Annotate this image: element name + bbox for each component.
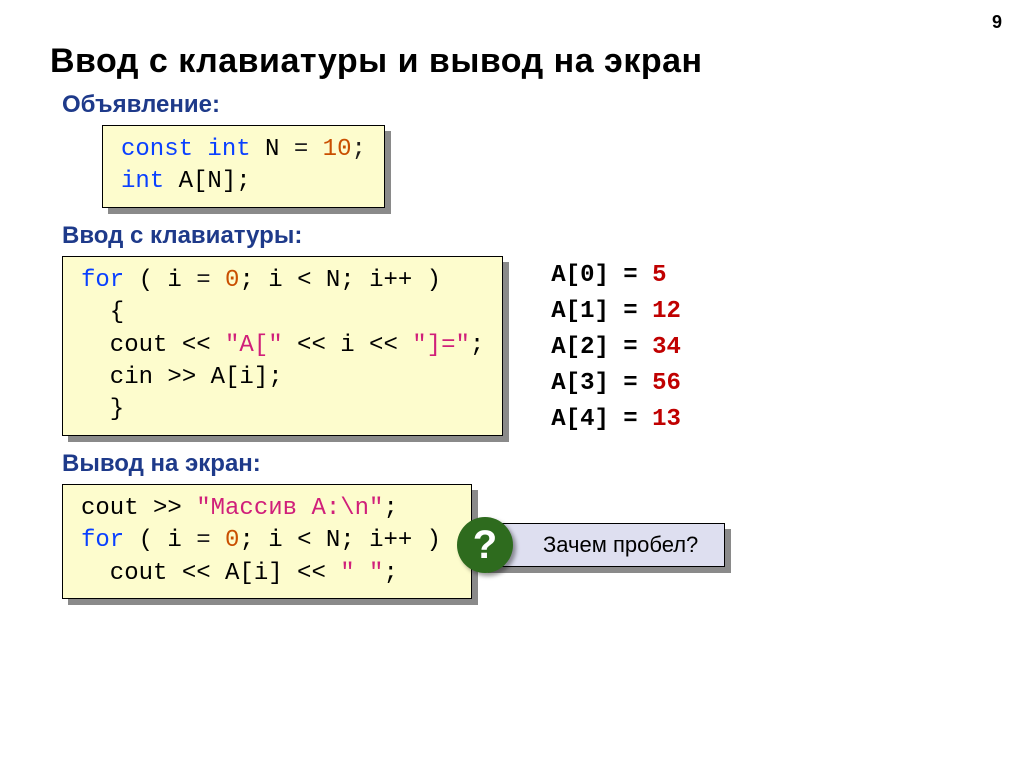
code-declaration: const int N = 10; int A[N]; <box>102 125 385 208</box>
code-text: ( i <box>124 527 182 554</box>
callout: ? Зачем пробел? <box>482 523 725 567</box>
callout-box: ? Зачем пробел? <box>482 523 725 567</box>
eq: = <box>623 298 637 325</box>
code-text: cin >> A[i]; <box>81 364 283 391</box>
sample-output-list: A[0] = 5 A[1] = 12 A[2] = 34 A[3] = 56 A… <box>551 258 681 438</box>
code-text: } <box>81 396 124 423</box>
code-text: << i << <box>283 332 413 359</box>
string: "]=" <box>412 332 470 359</box>
section-input-label: Ввод с клавиатуры: <box>62 222 974 250</box>
sample-output-row: A[3] = 56 <box>551 366 681 402</box>
keyword: int <box>121 168 164 195</box>
slide-content: Ввод с клавиатуры и вывод на экран Объяв… <box>0 0 1024 605</box>
code-text: ; <box>470 332 484 359</box>
eq: = <box>623 334 637 361</box>
array-value: 13 <box>652 406 681 433</box>
question-mark-icon: ? <box>457 517 513 573</box>
array-label: A[2] <box>551 334 609 361</box>
code-input: for ( i = 0; i < N; i++ ) { cout << "A["… <box>62 256 503 436</box>
code-text: A[N]; <box>179 168 251 195</box>
code-line: { <box>81 297 484 329</box>
code-line: for ( i = 0; i < N; i++ ) <box>81 265 484 297</box>
code-text: cout << A[i] << <box>81 560 340 587</box>
keyword: const <box>121 136 193 163</box>
eq: = <box>623 406 637 433</box>
code-text: { <box>81 299 124 326</box>
array-label: A[1] <box>551 298 609 325</box>
code-text: ( i <box>124 267 182 294</box>
punct: ; <box>351 136 365 163</box>
section-declaration-label: Объявление: <box>62 91 974 119</box>
array-value: 5 <box>652 262 666 289</box>
number: 0 <box>225 527 239 554</box>
code-text: cout << <box>81 332 225 359</box>
code-text: cout >> <box>81 495 196 522</box>
code-text: ; <box>383 560 397 587</box>
array-label: A[4] <box>551 406 609 433</box>
array-label: A[0] <box>551 262 609 289</box>
code-line: for ( i = 0; i < N; i++ ) <box>81 525 453 557</box>
code-text: ; i < N; i++ ) <box>239 267 441 294</box>
code-line: cout << "A[" << i << "]="; <box>81 330 484 362</box>
identifier: N <box>265 136 279 163</box>
eq: = <box>623 370 637 397</box>
sample-output-row: A[2] = 34 <box>551 330 681 366</box>
keyword: for <box>81 527 124 554</box>
keyword: int <box>207 136 250 163</box>
string: " " <box>340 560 383 587</box>
keyword: for <box>81 267 124 294</box>
array-value: 56 <box>652 370 681 397</box>
string: "Массив A:\n" <box>196 495 383 522</box>
operator: = <box>196 267 210 294</box>
operator: = <box>294 136 308 163</box>
eq: = <box>623 262 637 289</box>
sample-output-row: A[1] = 12 <box>551 294 681 330</box>
sample-output-row: A[0] = 5 <box>551 258 681 294</box>
code-line: cout << A[i] << " "; <box>81 558 453 590</box>
array-value: 12 <box>652 298 681 325</box>
operator: = <box>196 527 210 554</box>
number: 0 <box>225 267 239 294</box>
array-value: 34 <box>652 334 681 361</box>
section-output-label: Вывод на экран: <box>62 450 974 478</box>
array-label: A[3] <box>551 370 609 397</box>
sample-output-row: A[4] = 13 <box>551 402 681 438</box>
string: "A[" <box>225 332 283 359</box>
code-text: ; i < N; i++ ) <box>239 527 441 554</box>
code-line: } <box>81 394 484 426</box>
code-text: ; <box>383 495 397 522</box>
page-number: 9 <box>992 12 1002 33</box>
callout-text: Зачем пробел? <box>543 532 698 557</box>
code-line: cin >> A[i]; <box>81 362 484 394</box>
code-output: cout >> "Массив A:\n"; for ( i = 0; i < … <box>62 484 472 599</box>
code-line: cout >> "Массив A:\n"; <box>81 493 453 525</box>
code-line: const int N = 10; <box>121 134 366 166</box>
page-title: Ввод с клавиатуры и вывод на экран <box>50 42 974 81</box>
number: 10 <box>323 136 352 163</box>
code-line: int A[N]; <box>121 166 366 198</box>
